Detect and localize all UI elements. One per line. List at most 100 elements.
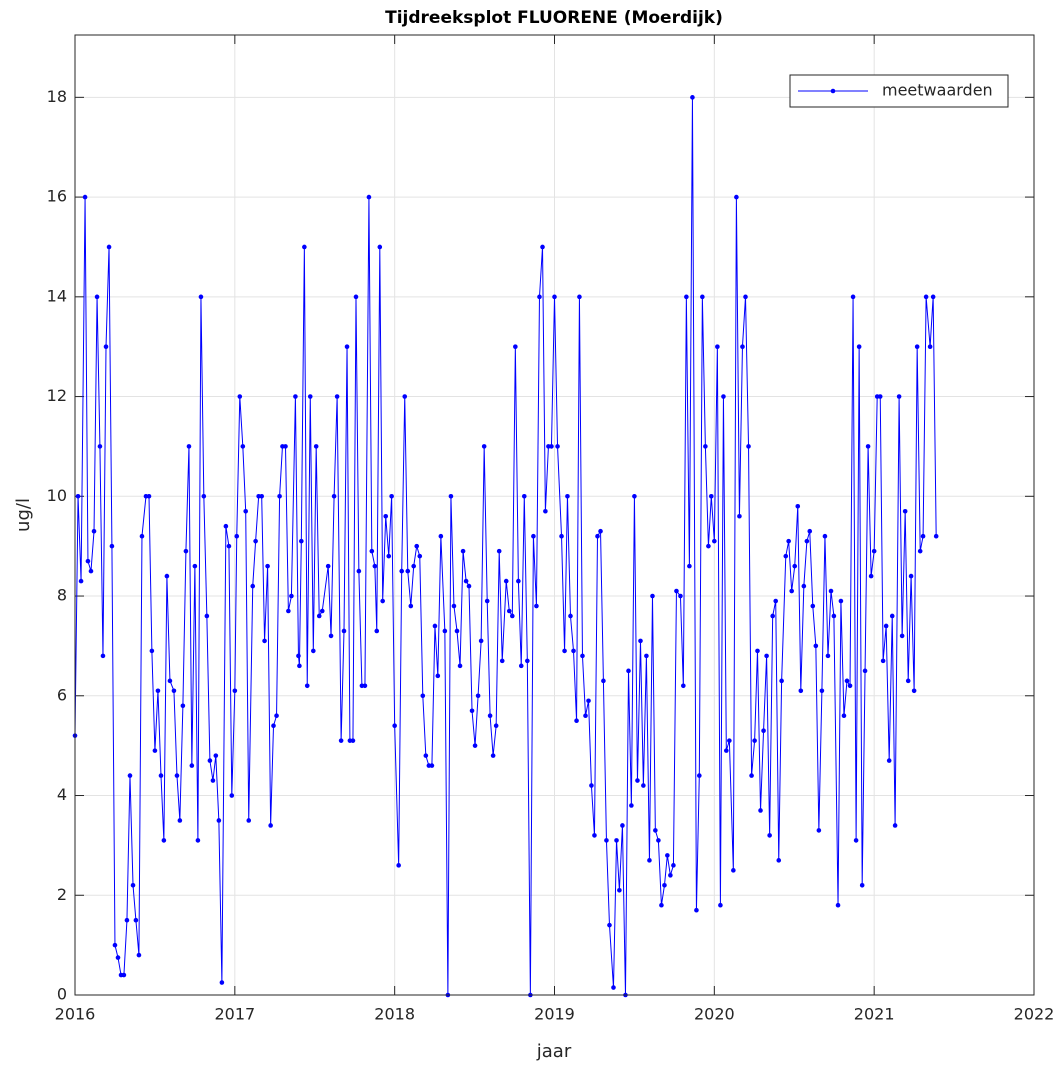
data-point — [534, 603, 539, 609]
data-point — [283, 444, 288, 449]
data-point — [706, 543, 711, 549]
data-point — [325, 563, 331, 569]
data-point — [106, 244, 112, 250]
data-point — [638, 638, 643, 644]
data-point — [577, 294, 582, 300]
y-tick-label: 12 — [47, 386, 67, 405]
data-point — [297, 663, 302, 669]
data-point — [607, 922, 612, 928]
data-point — [91, 528, 97, 534]
data-point — [189, 763, 195, 768]
data-point — [868, 573, 874, 579]
data-point — [369, 548, 375, 554]
data-point — [237, 394, 243, 399]
data-point — [647, 858, 652, 863]
data-point — [825, 653, 831, 659]
data-point — [414, 543, 420, 549]
x-tick-label: 2018 — [374, 1005, 415, 1024]
data-point — [219, 980, 225, 985]
y-tick-label: 4 — [57, 785, 67, 804]
data-point — [883, 623, 889, 629]
data-point — [694, 907, 699, 913]
data-point — [595, 533, 600, 539]
x-tick-label: 2016 — [55, 1005, 96, 1024]
data-point — [139, 533, 145, 539]
data-point — [789, 588, 794, 594]
data-point — [752, 738, 757, 743]
data-point — [223, 523, 229, 529]
data-point — [758, 808, 763, 813]
data-point — [580, 653, 585, 659]
data-point — [121, 972, 127, 978]
data-point — [383, 513, 389, 519]
data-point — [484, 598, 490, 604]
data-point — [731, 868, 736, 873]
axes-box — [74, 34, 1035, 996]
data-point — [417, 553, 423, 559]
data-point — [905, 678, 911, 684]
data-point — [703, 444, 708, 449]
data-point — [767, 833, 772, 838]
data-point — [432, 623, 438, 629]
data-point — [795, 503, 801, 509]
data-point — [277, 493, 282, 499]
data-point — [289, 593, 294, 599]
data-point — [85, 558, 91, 564]
data-point — [435, 673, 441, 679]
x-tick-label: 2017 — [214, 1005, 255, 1024]
data-point — [601, 678, 606, 684]
data-point — [899, 633, 905, 639]
data-point — [307, 394, 313, 399]
data-point — [614, 838, 619, 843]
data-point — [721, 394, 726, 399]
data-point — [271, 723, 276, 729]
data-point — [472, 743, 478, 748]
data-point — [112, 942, 118, 948]
data-point — [82, 194, 88, 200]
data-point — [408, 603, 414, 609]
data-point — [226, 543, 232, 549]
data-point — [100, 653, 106, 659]
data-point — [841, 713, 847, 719]
data-point — [454, 628, 460, 634]
data-point — [204, 613, 210, 619]
data-point — [807, 528, 813, 534]
data-point — [865, 444, 871, 449]
data-point — [650, 593, 655, 599]
data-point — [161, 838, 167, 843]
data-point — [810, 603, 816, 609]
data-point — [862, 668, 868, 674]
data-point — [574, 718, 579, 724]
data-point — [253, 538, 258, 544]
data-point — [571, 648, 576, 654]
data-point — [659, 902, 664, 908]
data-point — [377, 244, 383, 250]
data-point — [776, 858, 782, 863]
data-point — [927, 344, 933, 349]
data-point — [626, 668, 631, 674]
data-point — [192, 563, 198, 569]
y-tick-label: 18 — [47, 87, 67, 106]
data-point — [598, 528, 603, 534]
x-tick-label: 2020 — [694, 1005, 735, 1024]
data-point — [773, 598, 779, 604]
data-point — [201, 493, 207, 499]
data-point — [513, 344, 518, 349]
data-point — [180, 703, 186, 709]
data-point — [565, 493, 570, 499]
data-point — [543, 508, 548, 514]
data-point — [316, 613, 322, 619]
data-point — [344, 344, 350, 349]
data-point — [420, 693, 426, 699]
data-point — [798, 688, 804, 694]
data-point — [892, 823, 898, 828]
legend: meetwaarden — [789, 74, 1009, 108]
data-point — [78, 578, 84, 584]
data-point — [109, 543, 115, 549]
data-point — [350, 738, 356, 743]
data-point — [562, 648, 567, 654]
data-point — [644, 653, 649, 659]
data-point — [262, 638, 267, 644]
data-point — [908, 573, 914, 579]
data-point — [847, 683, 853, 689]
